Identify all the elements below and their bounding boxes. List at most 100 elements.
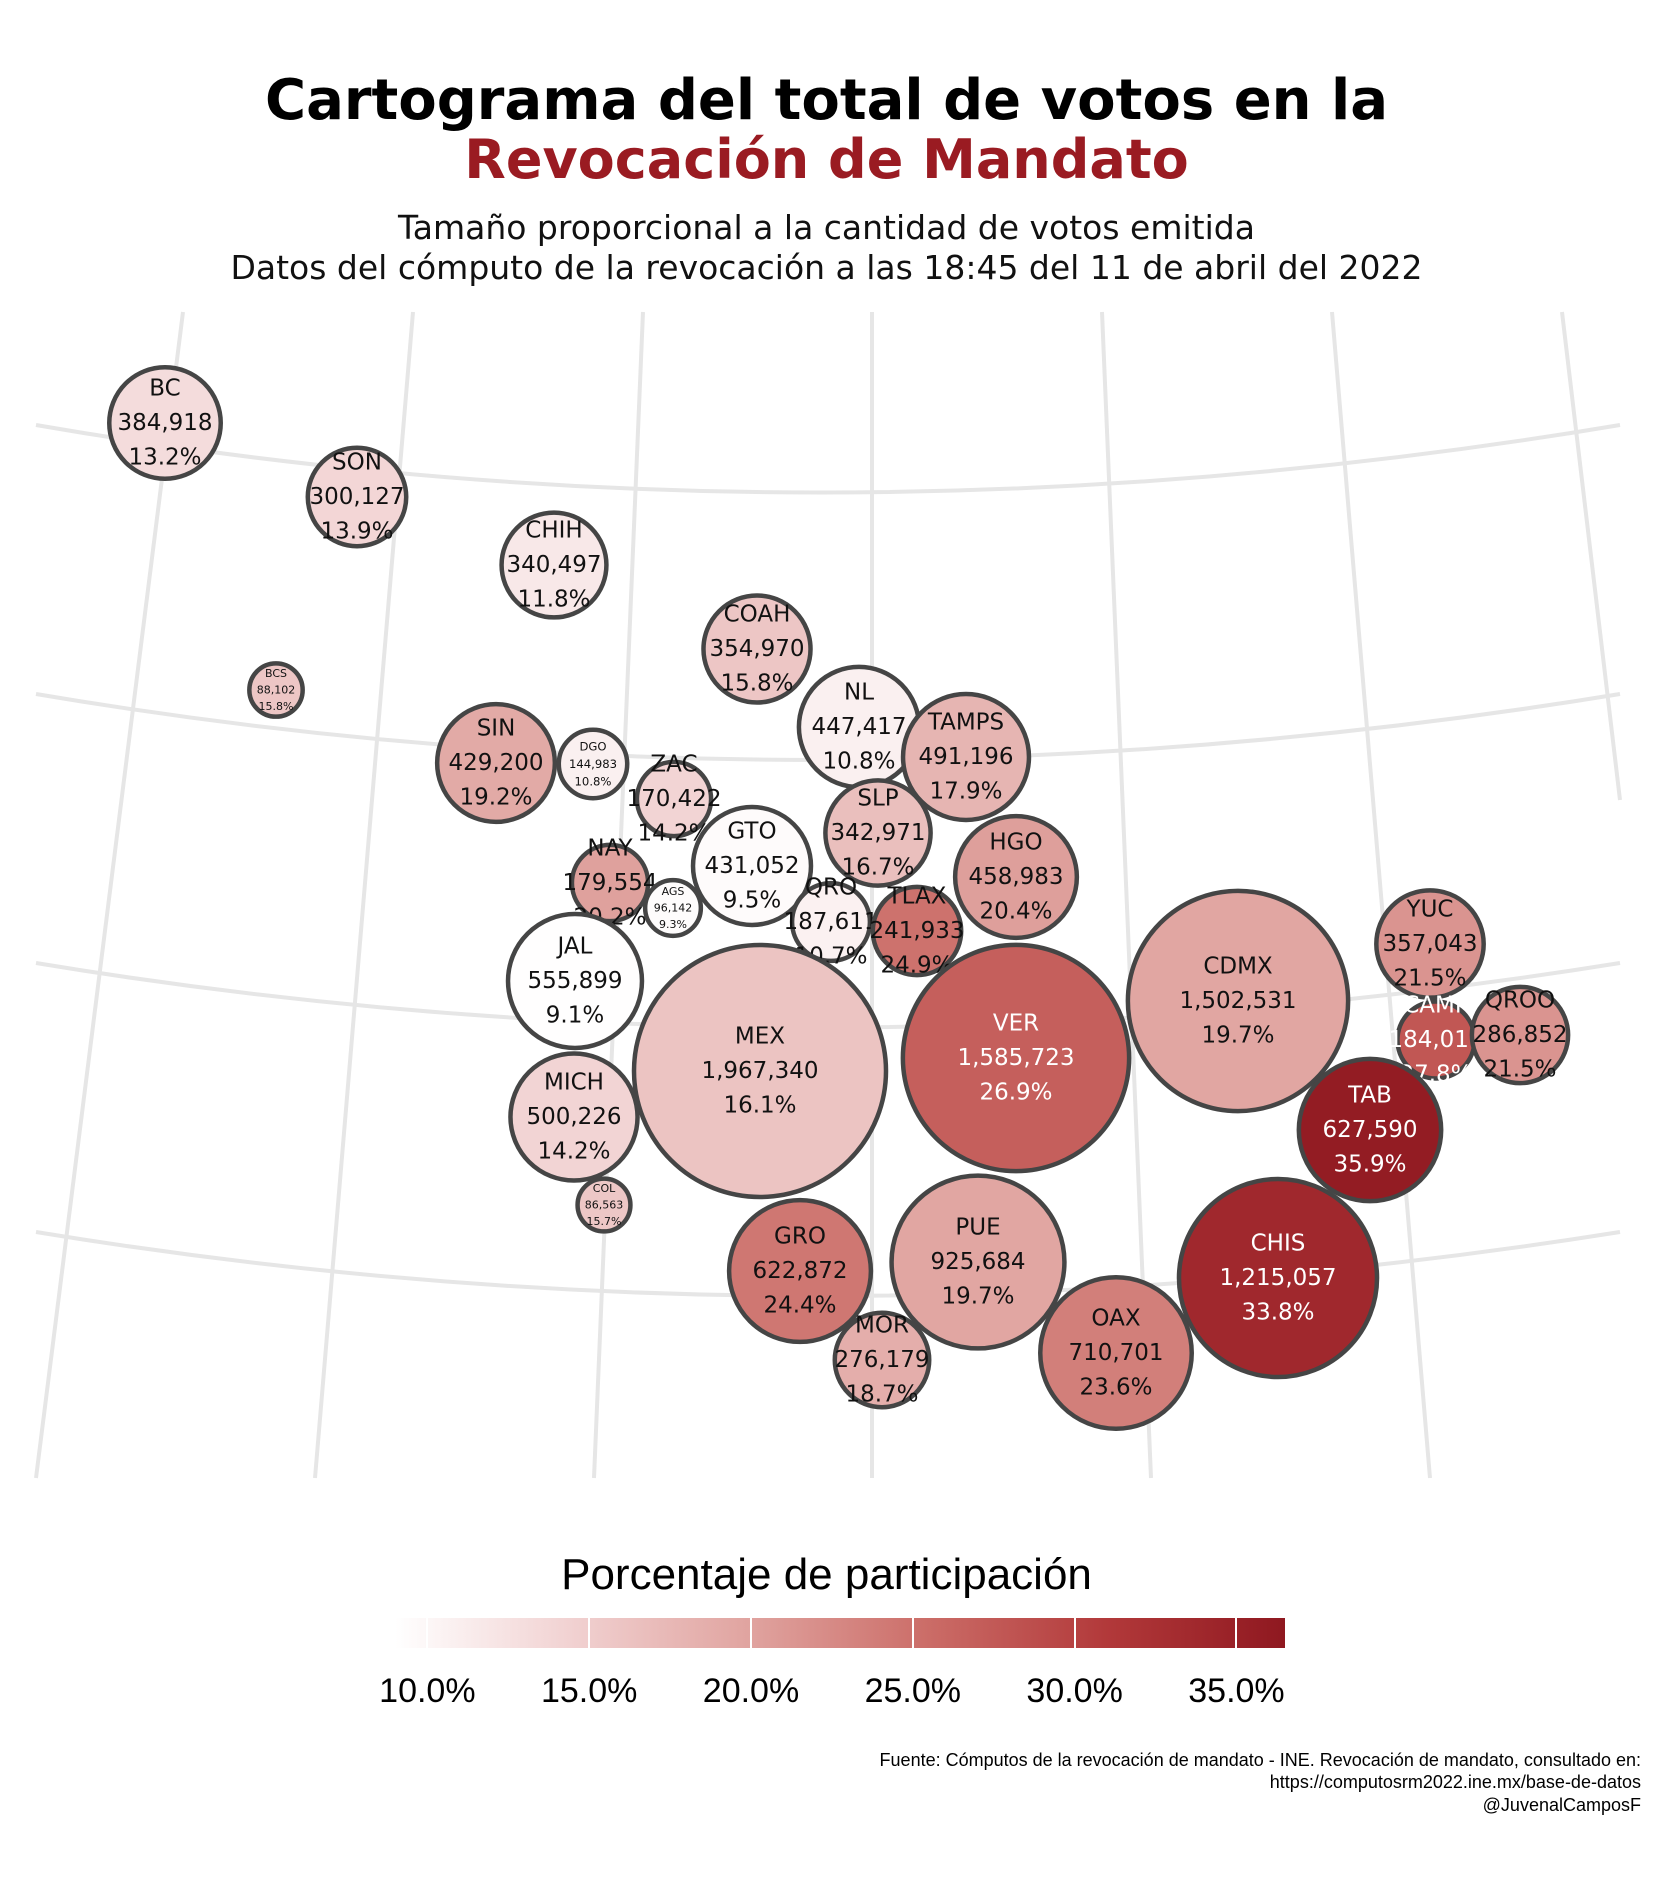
state-votes-tlax: 241,933 — [869, 918, 964, 944]
bubble-circle-qroo — [1469, 984, 1571, 1086]
state-percent-son: 13.9% — [320, 519, 393, 545]
state-bubble-chih: CHIH 340,497 11.8% — [499, 510, 609, 620]
state-votes-oax: 710,701 — [1068, 1340, 1163, 1366]
state-votes-yuc: 357,043 — [1382, 931, 1477, 957]
legend-tick-label: 25.0% — [864, 1672, 962, 1710]
state-percent-cdmx: 19.7% — [1201, 1023, 1274, 1049]
state-bubble-cdmx: CDMX 1,502,531 19.7% — [1125, 888, 1351, 1114]
state-bubble-bc: BC 384,918 13.2% — [107, 365, 223, 481]
legend-tick-mark — [1073, 1618, 1076, 1648]
graticule-line — [34, 311, 185, 1479]
bubble-circle-chih — [499, 510, 609, 620]
state-percent-gto: 9.5% — [723, 888, 781, 914]
state-votes-col: 86,563 — [585, 1199, 624, 1212]
state-votes-dgo: 144,983 — [569, 757, 617, 771]
state-votes-bc: 384,918 — [117, 410, 212, 436]
state-votes-chis: 1,215,057 — [1219, 1265, 1336, 1291]
legend-tick-label: 30.0% — [1026, 1672, 1123, 1710]
state-votes-qroo: 286,852 — [1472, 1022, 1567, 1048]
state-percent-jal: 9.1% — [546, 1003, 604, 1029]
state-percent-tamps: 17.9% — [929, 779, 1002, 805]
bubble-circle-hgo — [952, 813, 1080, 941]
bubble-circle-mich — [508, 1051, 640, 1183]
state-bubble-sin: SIN 429,200 19.2% — [434, 701, 558, 825]
state-votes-bcs: 88,102 — [257, 684, 296, 697]
bubble-circle-pue — [889, 1173, 1067, 1351]
state-percent-slp: 16.7% — [841, 855, 914, 881]
bubble-circle-chis — [1176, 1176, 1380, 1380]
state-percent-tab: 35.9% — [1333, 1152, 1406, 1178]
state-label-col: COL — [593, 1182, 616, 1195]
state-bubble-yuc: YUC 357,043 21.5% — [1374, 888, 1486, 1000]
state-label-tamps: TAMPS — [927, 710, 1004, 736]
state-votes-camp: 184,011 — [1388, 1027, 1483, 1053]
state-bubble-gto: GTO 431,052 9.5% — [690, 804, 814, 928]
bubble-circle-tamps — [900, 691, 1032, 823]
state-bubble-mich: MICH 500,226 14.2% — [508, 1051, 640, 1183]
legend-tick-mark — [911, 1618, 914, 1648]
graticule-line — [35, 423, 1621, 495]
state-label-mich: MICH — [544, 1070, 604, 1096]
state-bubble-slp: SLP 342,971 16.7% — [823, 778, 933, 888]
chart-subtitle-line2: Datos del cómputo de la revocación a las… — [230, 248, 1423, 287]
state-percent-coah: 15.8% — [720, 671, 793, 697]
state-bubbles: BC 384,918 13.2% SON 300,127 13.9% CHIH 340,497… — [107, 365, 1571, 1431]
state-percent-bc: 13.2% — [128, 445, 201, 471]
state-label-chih: CHIH — [525, 518, 582, 544]
state-label-coah: COAH — [724, 602, 791, 628]
state-percent-ags: 9.3% — [659, 918, 687, 931]
state-label-jal: JAL — [556, 934, 593, 960]
source-note: Fuente: Cómputos de la revocación de man… — [879, 1750, 1641, 1770]
state-bubble-ver: VER 1,585,723 26.9% — [900, 942, 1132, 1174]
state-votes-jal: 555,899 — [527, 968, 622, 994]
state-bubble-qroo: QROO 286,852 21.5% — [1469, 984, 1571, 1086]
state-percent-dgo: 10.8% — [575, 774, 612, 788]
bubble-circle-coah — [701, 593, 813, 705]
chart-title-line2: Revocación de Mandato — [464, 128, 1189, 191]
state-percent-yuc: 21.5% — [1393, 966, 1466, 992]
state-bubble-ags: AGS 96,142 9.3% — [642, 877, 704, 939]
bubble-circle-bc — [107, 365, 223, 481]
source-url: https://computosrm2022.ine.mx/base-de-da… — [1269, 1772, 1641, 1792]
legend-tick-label: 35.0% — [1188, 1672, 1285, 1710]
state-label-sin: SIN — [477, 716, 516, 742]
state-votes-ver: 1,585,723 — [957, 1045, 1074, 1071]
state-label-mex: MEX — [735, 1024, 785, 1050]
state-bubble-tamps: TAMPS 491,196 17.9% — [900, 691, 1032, 823]
bubble-circle-gto — [690, 804, 814, 928]
state-label-gro: GRO — [774, 1224, 826, 1250]
graticule-line — [1560, 311, 1622, 801]
state-percent-pue: 19.7% — [941, 1284, 1014, 1310]
state-votes-pue: 925,684 — [930, 1249, 1025, 1275]
state-label-yuc: YUC — [1406, 897, 1454, 923]
bubble-circle-son — [305, 445, 409, 549]
state-votes-zac: 170,422 — [626, 786, 721, 812]
author-credit: @JuvenalCamposF — [1482, 1795, 1641, 1815]
state-votes-coah: 354,970 — [709, 636, 804, 662]
legend-tick-label: 10.0% — [379, 1672, 476, 1710]
state-percent-col: 15.7% — [587, 1215, 622, 1228]
state-percent-ver: 26.9% — [979, 1080, 1052, 1106]
state-percent-qroo: 21.5% — [1483, 1057, 1556, 1083]
state-bubble-coah: COAH 354,970 15.8% — [701, 593, 813, 705]
bubble-circle-yuc — [1374, 888, 1486, 1000]
state-label-nay: NAY — [587, 836, 633, 862]
state-votes-sin: 429,200 — [448, 750, 543, 776]
state-votes-tab: 627,590 — [1322, 1117, 1417, 1143]
state-bubble-bcs: BCS 88,102 15.8% — [247, 661, 305, 719]
bubble-circle-mex — [631, 942, 889, 1200]
state-label-pue: PUE — [955, 1215, 1000, 1241]
state-label-bc: BC — [149, 376, 180, 402]
state-votes-mich: 500,226 — [526, 1104, 621, 1130]
chart-title-line1: Cartograma del total de votos en la — [264, 68, 1389, 133]
bubble-circle-sin — [434, 701, 558, 825]
state-label-oax: OAX — [1091, 1306, 1140, 1332]
state-votes-gto: 431,052 — [704, 853, 799, 879]
state-bubble-mex: MEX 1,967,340 16.1% — [631, 942, 889, 1200]
bubble-circle-bcs — [247, 661, 305, 719]
bubble-circle-qro — [789, 880, 873, 964]
legend-tick-mark — [1235, 1618, 1238, 1648]
